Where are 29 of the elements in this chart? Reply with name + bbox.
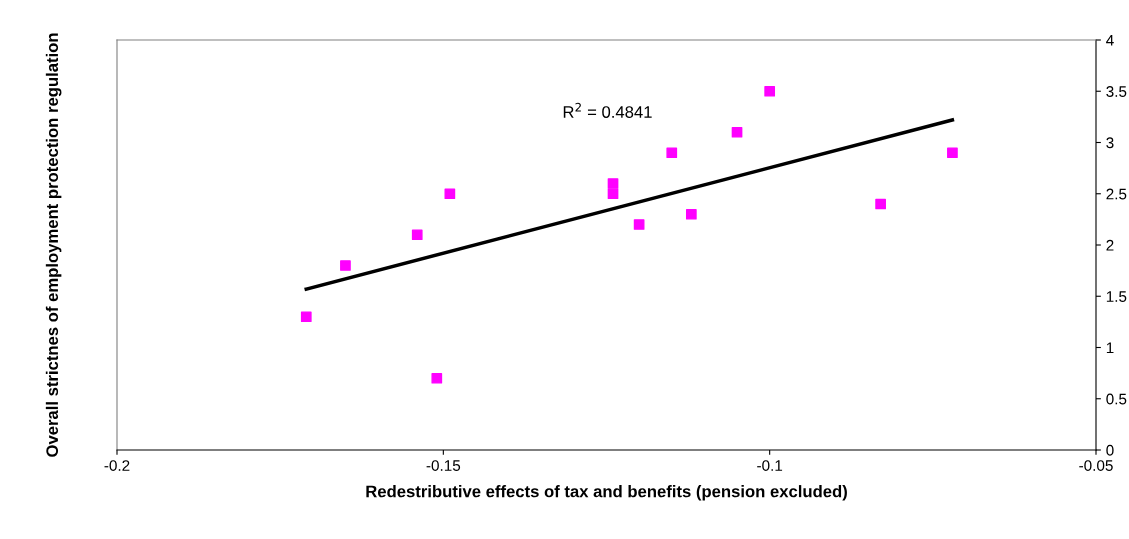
x-tick-label: -0.15 (426, 460, 461, 471)
point (300, 311, 312, 323)
point (875, 198, 886, 210)
annotation: R$^{2}$ = 0.4841 (563, 102, 652, 118)
point (411, 229, 423, 241)
y-tick-label: 0.5 (1106, 393, 1127, 405)
y-tick-label: 1.5 (1106, 291, 1127, 302)
x-tick-label: -0.1 (757, 460, 783, 471)
x-tick-label: -0.05 (1079, 460, 1113, 471)
point (444, 188, 456, 200)
x-tick-label: -0.2 (104, 460, 130, 471)
y-tick-label: 1 (1106, 342, 1114, 354)
y-tick-label: 0 (1106, 444, 1114, 456)
point (340, 260, 351, 271)
point (731, 126, 743, 138)
y-tick-label: 3.5 (1106, 86, 1127, 97)
point (633, 219, 645, 230)
y-tick-label: 2.5 (1106, 188, 1127, 200)
point (685, 208, 697, 220)
y-axis-title: Overall strictnes of employment protection regulation (45, 33, 62, 457)
point (666, 147, 678, 159)
point (764, 85, 776, 97)
y-tick-label: 3 (1106, 137, 1114, 149)
point (607, 188, 619, 200)
y-tick-label: 2 (1106, 239, 1114, 251)
point (947, 147, 958, 159)
point (431, 372, 443, 384)
y-tick-label: 4 (1106, 35, 1114, 46)
x-axis-title: Redestributive effects of tax and benefits (pension excluded) (366, 485, 847, 501)
